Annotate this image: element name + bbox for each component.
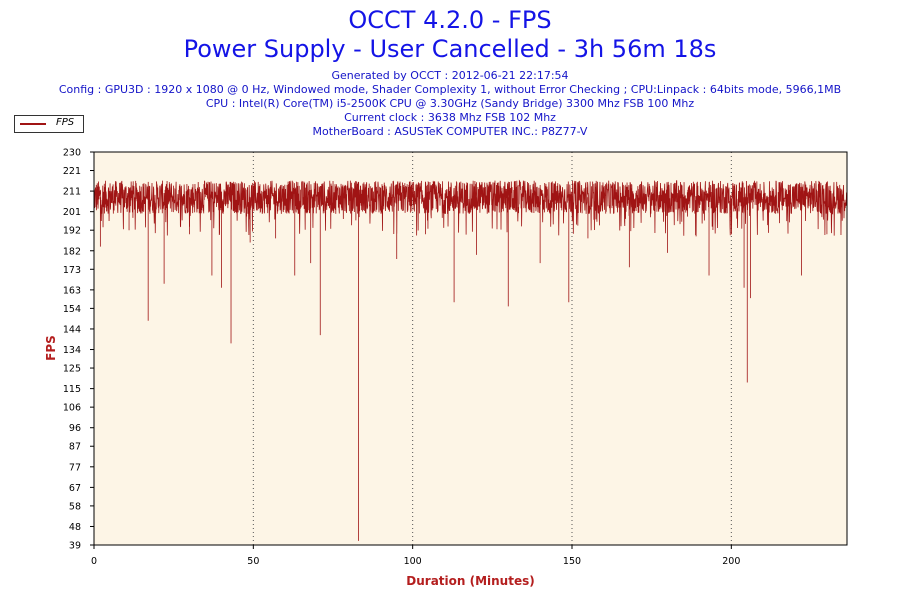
- y-tick-label: 125: [63, 364, 81, 375]
- x-tick-label: 150: [563, 556, 581, 567]
- info-line-cpu: CPU : Intel(R) Core(TM) i5-2500K CPU @ 3…: [205, 97, 695, 110]
- info-line-generated: Generated by OCCT : 2012-06-21 22:17:54: [331, 69, 569, 82]
- series-line-fps: [93, 179, 848, 541]
- y-tick-label: 173: [63, 265, 81, 276]
- y-tick-label: 39: [69, 541, 81, 552]
- info-line-clock: Current clock : 3638 Mhz FSB 102 Mhz: [344, 111, 556, 124]
- y-tick-label: 163: [63, 285, 81, 296]
- y-tick-label: 154: [63, 304, 81, 315]
- y-tick-label: 58: [69, 501, 81, 512]
- legend-swatch: [20, 123, 46, 125]
- y-tick-label: 211: [63, 187, 81, 198]
- y-tick-label: 230: [63, 148, 81, 159]
- legend: FPS: [14, 115, 84, 133]
- y-tick-label: 67: [69, 483, 81, 494]
- x-tick-label: 0: [91, 556, 97, 567]
- x-tick-labels: 0 50 100 150 200: [91, 545, 740, 567]
- y-tick-label: 182: [63, 246, 81, 257]
- y-tick-labels: 230 221 211 201 192 182 173 163 154 144 134 125 115 1…: [63, 148, 94, 552]
- x-tick-label: 100: [404, 556, 422, 567]
- y-tick-label: 48: [69, 522, 81, 533]
- y-tick-label: 87: [69, 442, 81, 453]
- axes: [93, 151, 848, 546]
- y-tick-label: 201: [63, 207, 81, 218]
- plot-frame: [93, 151, 848, 546]
- chart-subtitle: Power Supply - User Cancelled - 3h 56m 1…: [183, 35, 717, 63]
- y-tick-label: 192: [63, 226, 81, 237]
- y-tick-label: 77: [69, 462, 81, 473]
- chart-title: OCCT 4.2.0 - FPS: [348, 6, 552, 34]
- y-tick-label: 134: [63, 345, 81, 356]
- y-tick-label: 144: [63, 324, 81, 335]
- grid: [252, 152, 732, 545]
- y-tick-label: 221: [63, 166, 81, 177]
- y-tick-label: 106: [63, 403, 81, 414]
- x-axis-label: Duration (Minutes): [406, 574, 534, 588]
- x-tick-label: 200: [722, 556, 740, 567]
- legend-label: FPS: [56, 117, 75, 128]
- y-axis-label: FPS: [44, 335, 58, 361]
- y-tick-label: 115: [63, 384, 81, 395]
- y-tick-label: 96: [69, 423, 81, 434]
- x-tick-label: 50: [247, 556, 259, 567]
- info-line-config: Config : GPU3D : 1920 x 1080 @ 0 Hz, Win…: [58, 83, 842, 96]
- info-line-motherboard: MotherBoard : ASUSTeK COMPUTER INC.: P8Z…: [312, 125, 588, 138]
